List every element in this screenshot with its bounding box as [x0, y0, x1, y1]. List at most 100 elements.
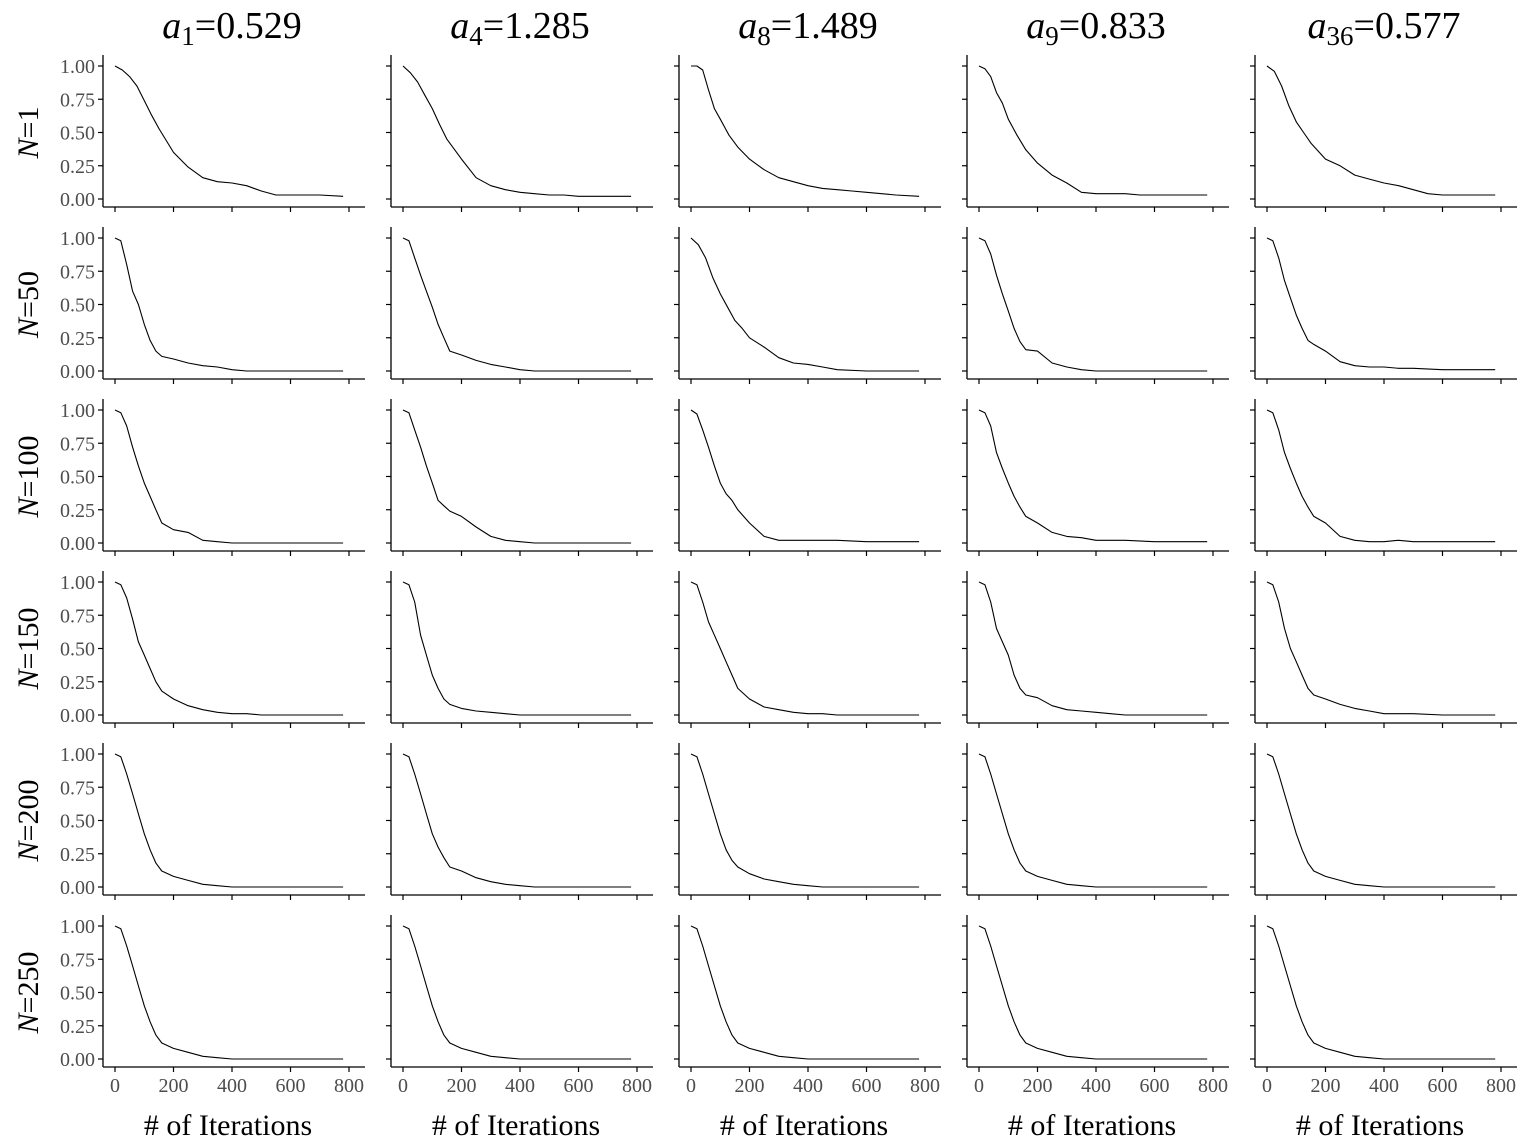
- column-title-symbol: a: [450, 5, 469, 47]
- series-line: [402, 237, 632, 372]
- y-tick-label: 0.25: [60, 500, 95, 522]
- column-title-subscript: 9: [1045, 21, 1059, 51]
- panel: 0.00 0.25 0.50 0.75 1.00: [60, 399, 365, 556]
- x-axis-title: # of Iterations: [1296, 1109, 1464, 1142]
- panel: 0.00 0.25 0.50 0.75 1.00 0 200 400 600 800: [60, 915, 365, 1097]
- y-tick-label: 1.00: [60, 228, 95, 250]
- panel: [1250, 571, 1517, 728]
- series-line: [978, 581, 1208, 716]
- y-tick-label: 1.00: [60, 744, 95, 766]
- series-line: [402, 581, 632, 716]
- column-title-symbol: a: [738, 5, 757, 47]
- x-axis-title: # of Iterations: [720, 1109, 888, 1142]
- series-line: [690, 409, 920, 543]
- row-label-symbol: N: [12, 136, 45, 159]
- series-line: [978, 65, 1208, 196]
- x-tick-label: 200: [447, 1075, 477, 1097]
- x-tick-label: 600: [852, 1075, 882, 1097]
- series-line: [1266, 65, 1496, 196]
- y-tick-label: 0.25: [60, 844, 95, 866]
- panel: [962, 399, 1229, 556]
- column-title: a8=1.489: [738, 5, 877, 51]
- column-title-value: =1.489: [771, 5, 878, 47]
- x-tick-label: 600: [276, 1075, 306, 1097]
- y-tick-label: 0.25: [60, 1016, 95, 1038]
- column-title: a1=0.529: [162, 5, 301, 51]
- column-title-value: =0.577: [1354, 5, 1461, 47]
- series-line: [114, 581, 344, 716]
- series-line: [402, 925, 632, 1060]
- panel: 0.00 0.25 0.50 0.75 1.00: [60, 227, 365, 384]
- panel: [674, 227, 941, 384]
- y-tick-label: 0.50: [60, 811, 95, 833]
- x-tick-label: 800: [1486, 1075, 1516, 1097]
- row-label-value: =1: [12, 107, 45, 139]
- series-line: [978, 409, 1208, 543]
- panel: 0 200 400 600 800: [1250, 915, 1517, 1097]
- panel: 0 200 400 600 800: [962, 915, 1229, 1097]
- y-tick-label: 0.50: [60, 983, 95, 1005]
- column-title-value: =0.833: [1059, 5, 1166, 47]
- y-tick-label: 0.75: [60, 949, 95, 971]
- row-label-value: =150: [12, 608, 45, 670]
- y-tick-label: 1.00: [60, 572, 95, 594]
- row-label-symbol: N: [12, 1011, 45, 1034]
- series-line: [114, 237, 344, 372]
- series-line: [1266, 409, 1496, 543]
- row-label-symbol: N: [12, 495, 45, 518]
- panel: [962, 227, 1229, 384]
- x-tick-label: 600: [1140, 1075, 1170, 1097]
- series-line: [1266, 237, 1496, 371]
- column-titles: a1=0.529 a4=1.285 a8=1.489 a9=0.833 a36=0.57…: [162, 5, 1460, 51]
- column-title-subscript: 36: [1327, 21, 1354, 51]
- x-axis-title: # of Iterations: [144, 1109, 312, 1142]
- column-title-subscript: 1: [181, 21, 195, 51]
- row-label: N=50: [12, 271, 45, 339]
- y-tick-label: 0.75: [60, 433, 95, 455]
- row-label-symbol: N: [12, 667, 45, 690]
- panel: [674, 571, 941, 728]
- x-tick-label: 800: [622, 1075, 652, 1097]
- y-tick-label: 0.00: [60, 189, 95, 211]
- y-tick-label: 0.75: [60, 261, 95, 283]
- x-tick-label: 400: [793, 1075, 823, 1097]
- x-tick-label: 800: [1198, 1075, 1228, 1097]
- row-label: N=150: [12, 608, 45, 691]
- column-title-subscript: 8: [757, 21, 771, 51]
- x-tick-label: 0: [686, 1075, 696, 1097]
- panel: [674, 743, 941, 900]
- y-tick-label: 0.25: [60, 328, 95, 350]
- y-tick-label: 0.50: [60, 295, 95, 317]
- y-tick-label: 1.00: [60, 56, 95, 78]
- panel: [1250, 743, 1517, 900]
- y-tick-label: 0.75: [60, 605, 95, 627]
- x-tick-label: 400: [1369, 1075, 1399, 1097]
- series-line: [978, 753, 1208, 888]
- y-tick-label: 0.50: [60, 639, 95, 661]
- y-tick-label: 1.00: [60, 916, 95, 938]
- panel: [386, 399, 653, 556]
- series-line: [690, 581, 920, 716]
- panel: [674, 399, 941, 556]
- series-line: [114, 925, 344, 1060]
- panel: [962, 571, 1229, 728]
- y-tick-label: 0.25: [60, 672, 95, 694]
- y-tick-label: 0.50: [60, 123, 95, 145]
- x-tick-label: 200: [735, 1075, 765, 1097]
- series-line: [402, 409, 632, 544]
- x-tick-label: 600: [564, 1075, 594, 1097]
- x-tick-label: 400: [505, 1075, 535, 1097]
- column-title: a36=0.577: [1308, 5, 1461, 51]
- x-tick-label: 200: [159, 1075, 189, 1097]
- column-title-symbol: a: [1308, 5, 1327, 47]
- x-tick-label: 200: [1311, 1075, 1341, 1097]
- panel: [962, 743, 1229, 900]
- panel: 0.00 0.25 0.50 0.75 1.00: [60, 743, 365, 900]
- y-tick-label: 0.00: [60, 533, 95, 555]
- panel: 0 200 400 600 800: [674, 915, 941, 1097]
- y-tick-label: 0.00: [60, 877, 95, 899]
- panel: 0.00 0.25 0.50 0.75 1.00: [60, 55, 365, 212]
- row-label: N=200: [12, 780, 45, 863]
- y-tick-label: 0.75: [60, 89, 95, 111]
